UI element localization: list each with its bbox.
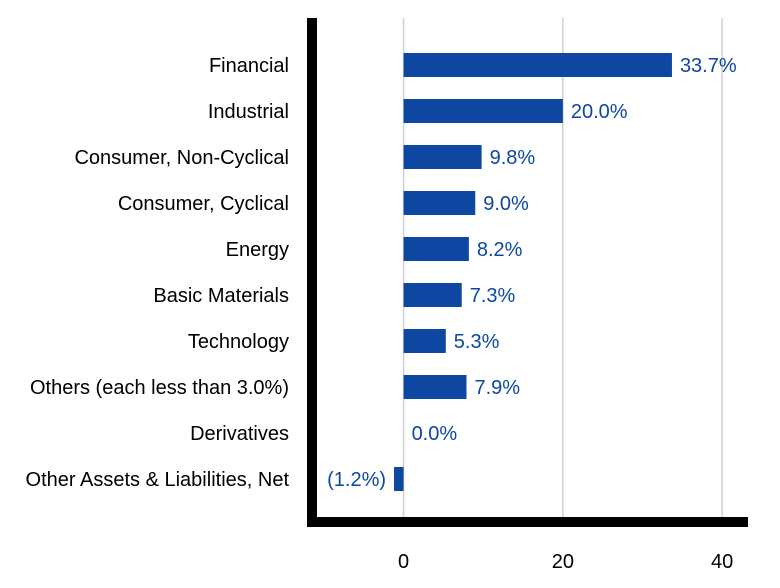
bar-financial bbox=[403, 53, 672, 77]
y-axis-line bbox=[307, 18, 317, 526]
category-label-energy: Energy bbox=[226, 239, 289, 261]
data-label-consumer-cyclical: 9.0% bbox=[483, 193, 529, 215]
category-label-consumer-non-cyclical: Consumer, Non-Cyclical bbox=[74, 147, 289, 169]
data-label-others-each-less-than-3-0: 7.9% bbox=[474, 377, 520, 399]
category-label-industrial: Industrial bbox=[208, 101, 289, 123]
bar-technology bbox=[403, 329, 446, 353]
bar-consumer-non-cyclical bbox=[403, 145, 482, 169]
x-tick-label: 20 bbox=[552, 551, 574, 573]
tick-labels: 0 20 40 bbox=[398, 551, 733, 573]
bar-basic-materials bbox=[403, 283, 462, 307]
data-label-other-assets-liabilities-net: (1.2%) bbox=[327, 469, 386, 491]
bar-industrial bbox=[403, 99, 563, 123]
category-label-others-each-less-than-3-0: Others (each less than 3.0%) bbox=[30, 377, 289, 399]
bars bbox=[394, 53, 672, 491]
axes bbox=[307, 18, 748, 527]
category-label-basic-materials: Basic Materials bbox=[153, 285, 289, 307]
bar-others-each-less-than-3-0 bbox=[403, 375, 467, 399]
bar-consumer-cyclical bbox=[403, 191, 476, 215]
category-label-financial: Financial bbox=[209, 55, 289, 77]
data-label-consumer-non-cyclical: 9.8% bbox=[490, 147, 536, 169]
data-label-basic-materials: 7.3% bbox=[470, 285, 516, 307]
x-axis-line bbox=[307, 517, 748, 527]
x-tick-label: 0 bbox=[398, 551, 409, 573]
x-tick-label: 40 bbox=[711, 551, 733, 573]
bar-energy bbox=[403, 237, 469, 261]
data-label-energy: 8.2% bbox=[477, 239, 523, 261]
data-label-industrial: 20.0% bbox=[571, 101, 628, 123]
data-label-technology: 5.3% bbox=[454, 331, 500, 353]
category-labels: Financial Industrial Consumer, Non-Cyclica… bbox=[26, 55, 290, 491]
category-label-other-assets-liabilities-net: Other Assets & Liabilities, Net bbox=[26, 469, 290, 491]
category-label-consumer-cyclical: Consumer, Cyclical bbox=[118, 193, 289, 215]
category-label-technology: Technology bbox=[188, 331, 289, 353]
category-label-derivatives: Derivatives bbox=[190, 423, 289, 445]
data-label-derivatives: 0.0% bbox=[412, 423, 458, 445]
bar-other-assets-liabilities-net bbox=[394, 467, 404, 491]
data-labels: 33.7% 20.0% 9.8% 9.0% 8.2% 7.3% 5.3% 7.9% 0.0% (1… bbox=[327, 55, 737, 491]
data-label-financial: 33.7% bbox=[680, 55, 737, 77]
